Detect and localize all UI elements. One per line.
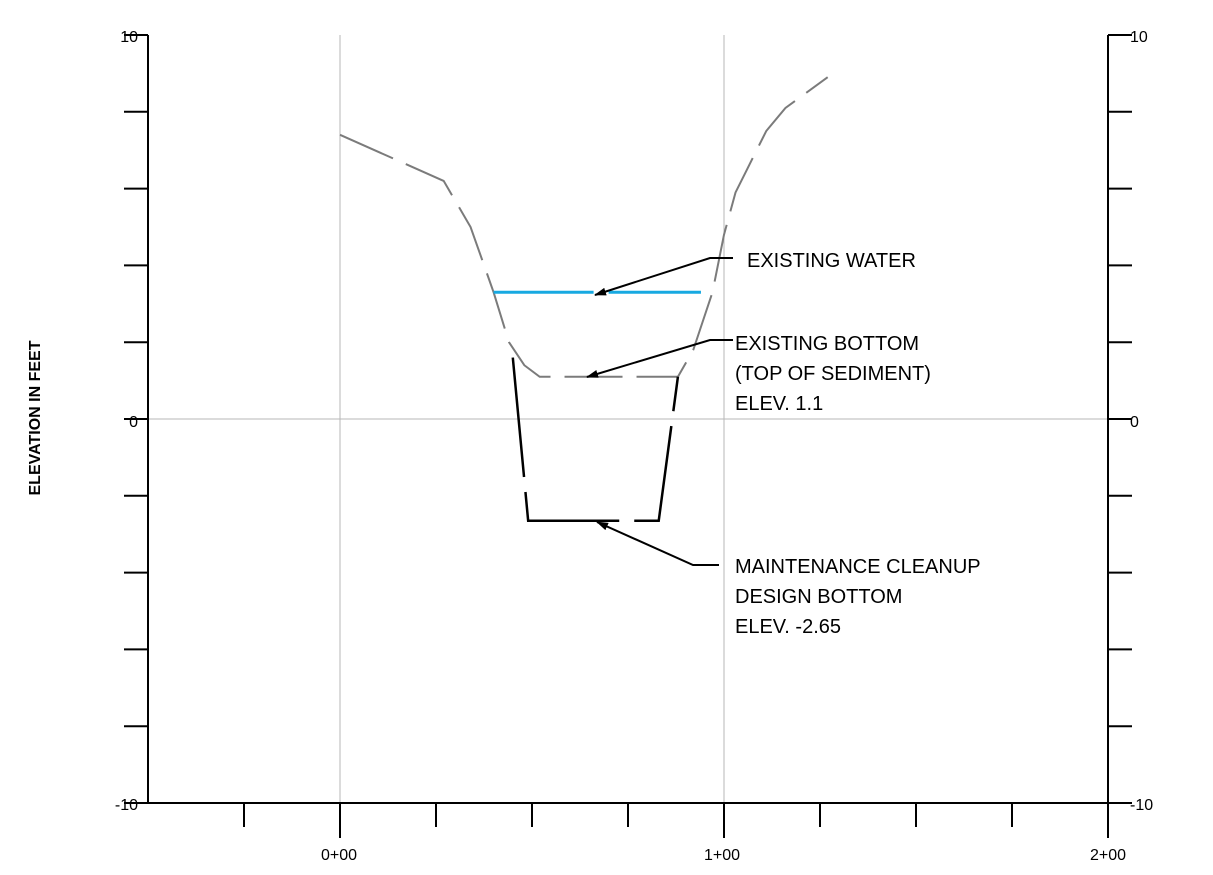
y-axis-title: ELEVATION IN FEET xyxy=(27,340,44,495)
callout-existing-bottom-line-3: ELEV. 1.1 xyxy=(735,393,823,415)
series-layer xyxy=(339,76,829,523)
callout-existing-bottom-line-1: EXISTING BOTTOM xyxy=(735,333,919,355)
callouts xyxy=(586,257,733,566)
grid xyxy=(148,35,1108,803)
x-tick-label-1: 1+00 xyxy=(704,847,740,864)
callout-existing-bottom-line-2: (TOP OF SEDIMENT) xyxy=(735,363,931,385)
x-tick-label-0: 0+00 xyxy=(321,847,357,864)
right-y-tick-label-bottom: -10 xyxy=(1130,797,1153,814)
left-y-tick-label-top: 10 xyxy=(120,29,138,46)
left-y-tick-label-middle: 0 xyxy=(129,414,138,431)
right-y-tick-label-top: 10 xyxy=(1130,29,1148,46)
series-design-bottom xyxy=(511,357,680,523)
x-tick-label-2: 2+00 xyxy=(1090,847,1126,864)
callout-existing-water: EXISTING WATER xyxy=(747,250,916,272)
ticks xyxy=(124,34,1132,838)
callout-arrow-existing-bottom xyxy=(586,339,733,378)
callout-maintenance-line-1: MAINTENANCE CLEANUP xyxy=(735,556,981,578)
right-y-tick-label-middle: 0 xyxy=(1130,414,1139,431)
series-existing-ground xyxy=(339,76,829,378)
left-y-tick-label-bottom: -10 xyxy=(115,797,138,814)
callout-arrow-maintenance xyxy=(596,521,719,566)
callout-maintenance-line-3: ELEV. -2.65 xyxy=(735,616,841,638)
callout-maintenance-line-2: DESIGN BOTTOM xyxy=(735,586,902,608)
callout-arrow-existing-water xyxy=(594,257,733,296)
